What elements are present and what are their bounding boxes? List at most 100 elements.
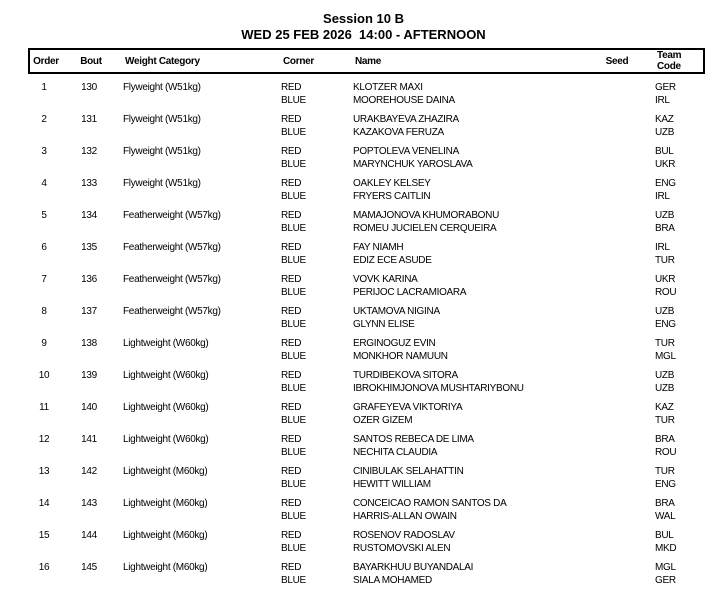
red-seed [588, 497, 642, 510]
column-header-weight-category: Weight Category [125, 55, 200, 67]
blue-athlete-name: GLYNN ELISE [353, 319, 415, 330]
blue-athlete-name: PERIJOC LACRAMIOARA [353, 287, 467, 298]
red-corner-label: RED [281, 274, 302, 285]
blue-corner-label: BLUE [281, 383, 306, 394]
order-cell: 5 [41, 210, 47, 221]
red-seed [588, 337, 642, 350]
column-header-name: Name [355, 55, 382, 67]
name-cell: CINIBULAK SELAHATTIN HEWITT WILLIAM [353, 465, 588, 491]
red-athlete-name: MAMAJONOVA KHUMORABONU [353, 210, 500, 221]
red-team-code: IRL [655, 242, 670, 253]
red-team-code: MGL [655, 562, 676, 573]
corner-cell: RED BLUE [281, 305, 353, 331]
red-athlete-name: UKTAMOVA NIGINA [353, 306, 440, 317]
red-athlete-name: SANTOS REBECA DE LIMA [353, 434, 474, 445]
column-header-seed: Seed [605, 55, 629, 67]
order-cell: 6 [41, 242, 47, 253]
red-corner-label: RED [281, 114, 302, 125]
bout-number-cell: 143 [81, 498, 97, 509]
red-athlete-name: URAKBAYEVA ZHAZIRA [353, 114, 459, 125]
corner-cell: RED BLUE [281, 433, 353, 459]
weight-category-cell: Featherweight (W57kg) [123, 242, 221, 253]
blue-athlete-name: MONKHOR NAMUUN [353, 351, 448, 362]
table-row: 16 145 Lightweight (M60kg) RED BLUE BAYA… [28, 561, 705, 587]
red-athlete-name: CINIBULAK SELAHATTIN [353, 466, 464, 477]
blue-team-code: BRA [655, 223, 675, 234]
blue-corner-label: BLUE [281, 351, 306, 362]
weight-category-cell: Lightweight (W60kg) [123, 338, 209, 349]
table-row: 5 134 Featherweight (W57kg) RED BLUE MAM… [28, 209, 705, 235]
red-corner-label: RED [281, 562, 302, 573]
blue-team-code: UZB [655, 127, 675, 138]
blue-corner-label: BLUE [281, 159, 306, 170]
seed-cell [588, 401, 642, 427]
red-seed [588, 465, 642, 478]
red-corner-label: RED [281, 402, 302, 413]
team-code-cell: BUL MKD [642, 529, 705, 555]
order-cell: 3 [41, 146, 47, 157]
order-cell: 2 [41, 114, 47, 125]
table-row: 15 144 Lightweight (M60kg) RED BLUE ROSE… [28, 529, 705, 555]
blue-seed [588, 126, 642, 139]
blue-corner-label: BLUE [281, 447, 306, 458]
red-athlete-name: GRAFEYEVA VIKTORIYA [353, 402, 463, 413]
red-team-code: BUL [655, 530, 674, 541]
table-row: 14 143 Lightweight (M60kg) RED BLUE CONC… [28, 497, 705, 523]
weight-category-cell: Featherweight (W57kg) [123, 274, 221, 285]
red-athlete-name: BAYARKHUU BUYANDALAI [353, 562, 474, 573]
bout-number-cell: 142 [81, 466, 97, 477]
corner-cell: RED BLUE [281, 561, 353, 587]
blue-seed [588, 318, 642, 331]
red-corner-label: RED [281, 82, 302, 93]
blue-corner-label: BLUE [281, 511, 306, 522]
column-header-team-code: Team Code [657, 50, 682, 72]
blue-team-code: IRL [655, 191, 670, 202]
seed-cell [588, 81, 642, 107]
blue-seed [588, 350, 642, 363]
red-team-code: UZB [655, 210, 675, 221]
blue-corner-label: BLUE [281, 543, 306, 554]
corner-cell: RED BLUE [281, 337, 353, 363]
table-row: 11 140 Lightweight (W60kg) RED BLUE GRAF… [28, 401, 705, 427]
seed-cell [588, 369, 642, 395]
weight-category-cell: Flyweight (W51kg) [123, 82, 201, 93]
name-cell: CONCEICAO RAMON SANTOS DA HARRIS-ALLAN O… [353, 497, 588, 523]
blue-seed [588, 414, 642, 427]
team-code-cell: KAZ TUR [642, 401, 705, 427]
blue-athlete-name: ROMEU JUCIELEN CERQUEIRA [353, 223, 497, 234]
order-cell: 15 [38, 530, 50, 541]
blue-corner-label: BLUE [281, 575, 306, 586]
team-code-cell: BRA ROU [642, 433, 705, 459]
seed-cell [588, 273, 642, 299]
seed-cell [588, 177, 642, 203]
blue-athlete-name: HARRIS-ALLAN OWAIN [353, 511, 457, 522]
corner-cell: RED BLUE [281, 177, 353, 203]
corner-cell: RED BLUE [281, 529, 353, 555]
blue-athlete-name: NECHITA CLAUDIA [353, 447, 438, 458]
blue-corner-label: BLUE [281, 95, 306, 106]
team-code-cell: BRA WAL [642, 497, 705, 523]
team-code-cell: UZB ENG [642, 305, 705, 331]
blue-seed [588, 478, 642, 491]
bout-number-cell: 145 [81, 562, 97, 573]
red-team-code: KAZ [655, 114, 674, 125]
red-team-code: UZB [655, 306, 675, 317]
blue-seed [588, 222, 642, 235]
red-athlete-name: OAKLEY KELSEY [353, 178, 431, 189]
red-athlete-name: FAY NIAMH [353, 242, 404, 253]
corner-cell: RED BLUE [281, 369, 353, 395]
red-athlete-name: ROSENOV RADOSLAV [353, 530, 455, 541]
blue-team-code: ROU [655, 287, 677, 298]
weight-category-cell: Flyweight (W51kg) [123, 114, 201, 125]
bout-number-cell: 138 [81, 338, 97, 349]
bout-number-cell: 135 [81, 242, 97, 253]
red-seed [588, 113, 642, 126]
seed-cell [588, 209, 642, 235]
bout-number-cell: 140 [81, 402, 97, 413]
order-cell: 7 [41, 274, 47, 285]
blue-seed [588, 574, 642, 587]
blue-athlete-name: EDIZ ECE ASUDE [353, 255, 432, 266]
red-seed [588, 433, 642, 446]
team-code-cell: TUR ENG [642, 465, 705, 491]
corner-cell: RED BLUE [281, 145, 353, 171]
